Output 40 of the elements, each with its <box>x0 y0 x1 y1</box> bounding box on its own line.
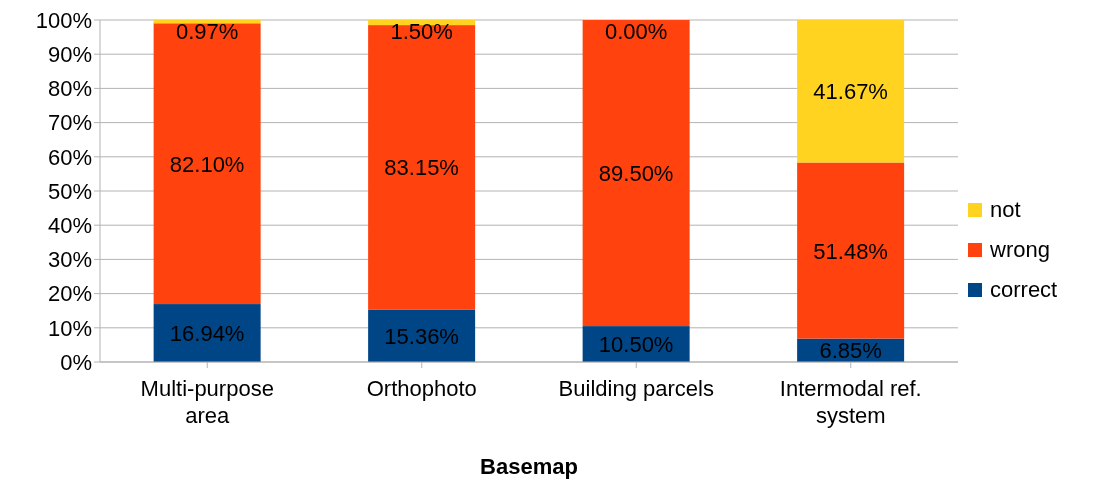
y-tick-label: 40% <box>47 213 92 239</box>
y-tick-label: 10% <box>47 315 92 341</box>
bar <box>368 25 476 310</box>
data-label: 41.67% <box>813 79 888 105</box>
data-label: 82.10% <box>169 151 245 177</box>
bar <box>153 304 261 362</box>
data-label: 1.50% <box>390 19 453 44</box>
y-tick-label: 80% <box>47 76 92 102</box>
data-label: 15.36% <box>384 323 459 349</box>
x-axis-title: Basemap <box>480 454 578 479</box>
legend-label: correct <box>990 277 1058 303</box>
data-label: 51.48% <box>813 238 888 264</box>
bar <box>368 309 476 362</box>
data-label: 6.85% <box>819 338 882 364</box>
x-tick-label: Multi-purpose area <box>140 376 274 428</box>
x-tick-label: Orthophoto <box>366 376 477 401</box>
y-tick-label: 50% <box>47 178 92 204</box>
bar <box>368 20 476 26</box>
y-tick-label: 60% <box>47 144 92 170</box>
bar <box>153 20 261 24</box>
y-tick-label: 90% <box>47 42 92 68</box>
bar <box>797 20 905 163</box>
data-label: 89.50% <box>598 161 674 187</box>
bar <box>582 20 690 327</box>
x-tick-label: Building parcels <box>558 376 714 401</box>
legend-label: not <box>990 197 1021 223</box>
data-label: 10.50% <box>598 332 674 358</box>
x-tick-label: Intermodal ref. system <box>779 376 922 428</box>
legend-label: wrong <box>990 237 1050 263</box>
bar <box>153 23 261 305</box>
y-tick-label: 0% <box>60 349 92 375</box>
y-tick-label: 30% <box>47 247 92 273</box>
data-label: 0.97% <box>175 19 239 44</box>
y-tick-label: 20% <box>47 281 92 307</box>
data-label: 0.00% <box>604 19 668 44</box>
data-label: 83.15% <box>384 155 459 181</box>
data-label: 16.94% <box>169 321 245 347</box>
bar <box>797 162 905 339</box>
y-tick-label: 70% <box>47 110 92 136</box>
y-tick-label: 100% <box>35 7 92 33</box>
